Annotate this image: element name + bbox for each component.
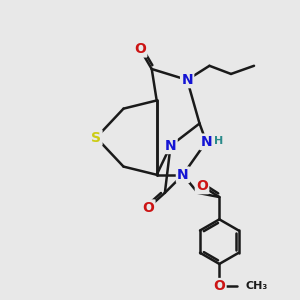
Text: CH₃: CH₃ [245,281,268,291]
Text: S: S [91,130,101,145]
Text: O: O [196,179,208,193]
Text: N: N [165,139,176,153]
Text: N: N [181,73,193,87]
Text: O: O [213,279,225,293]
Text: N: N [177,168,189,182]
Text: O: O [142,201,154,215]
Text: O: O [134,42,146,56]
Text: H: H [214,136,224,146]
Text: N: N [200,135,212,149]
